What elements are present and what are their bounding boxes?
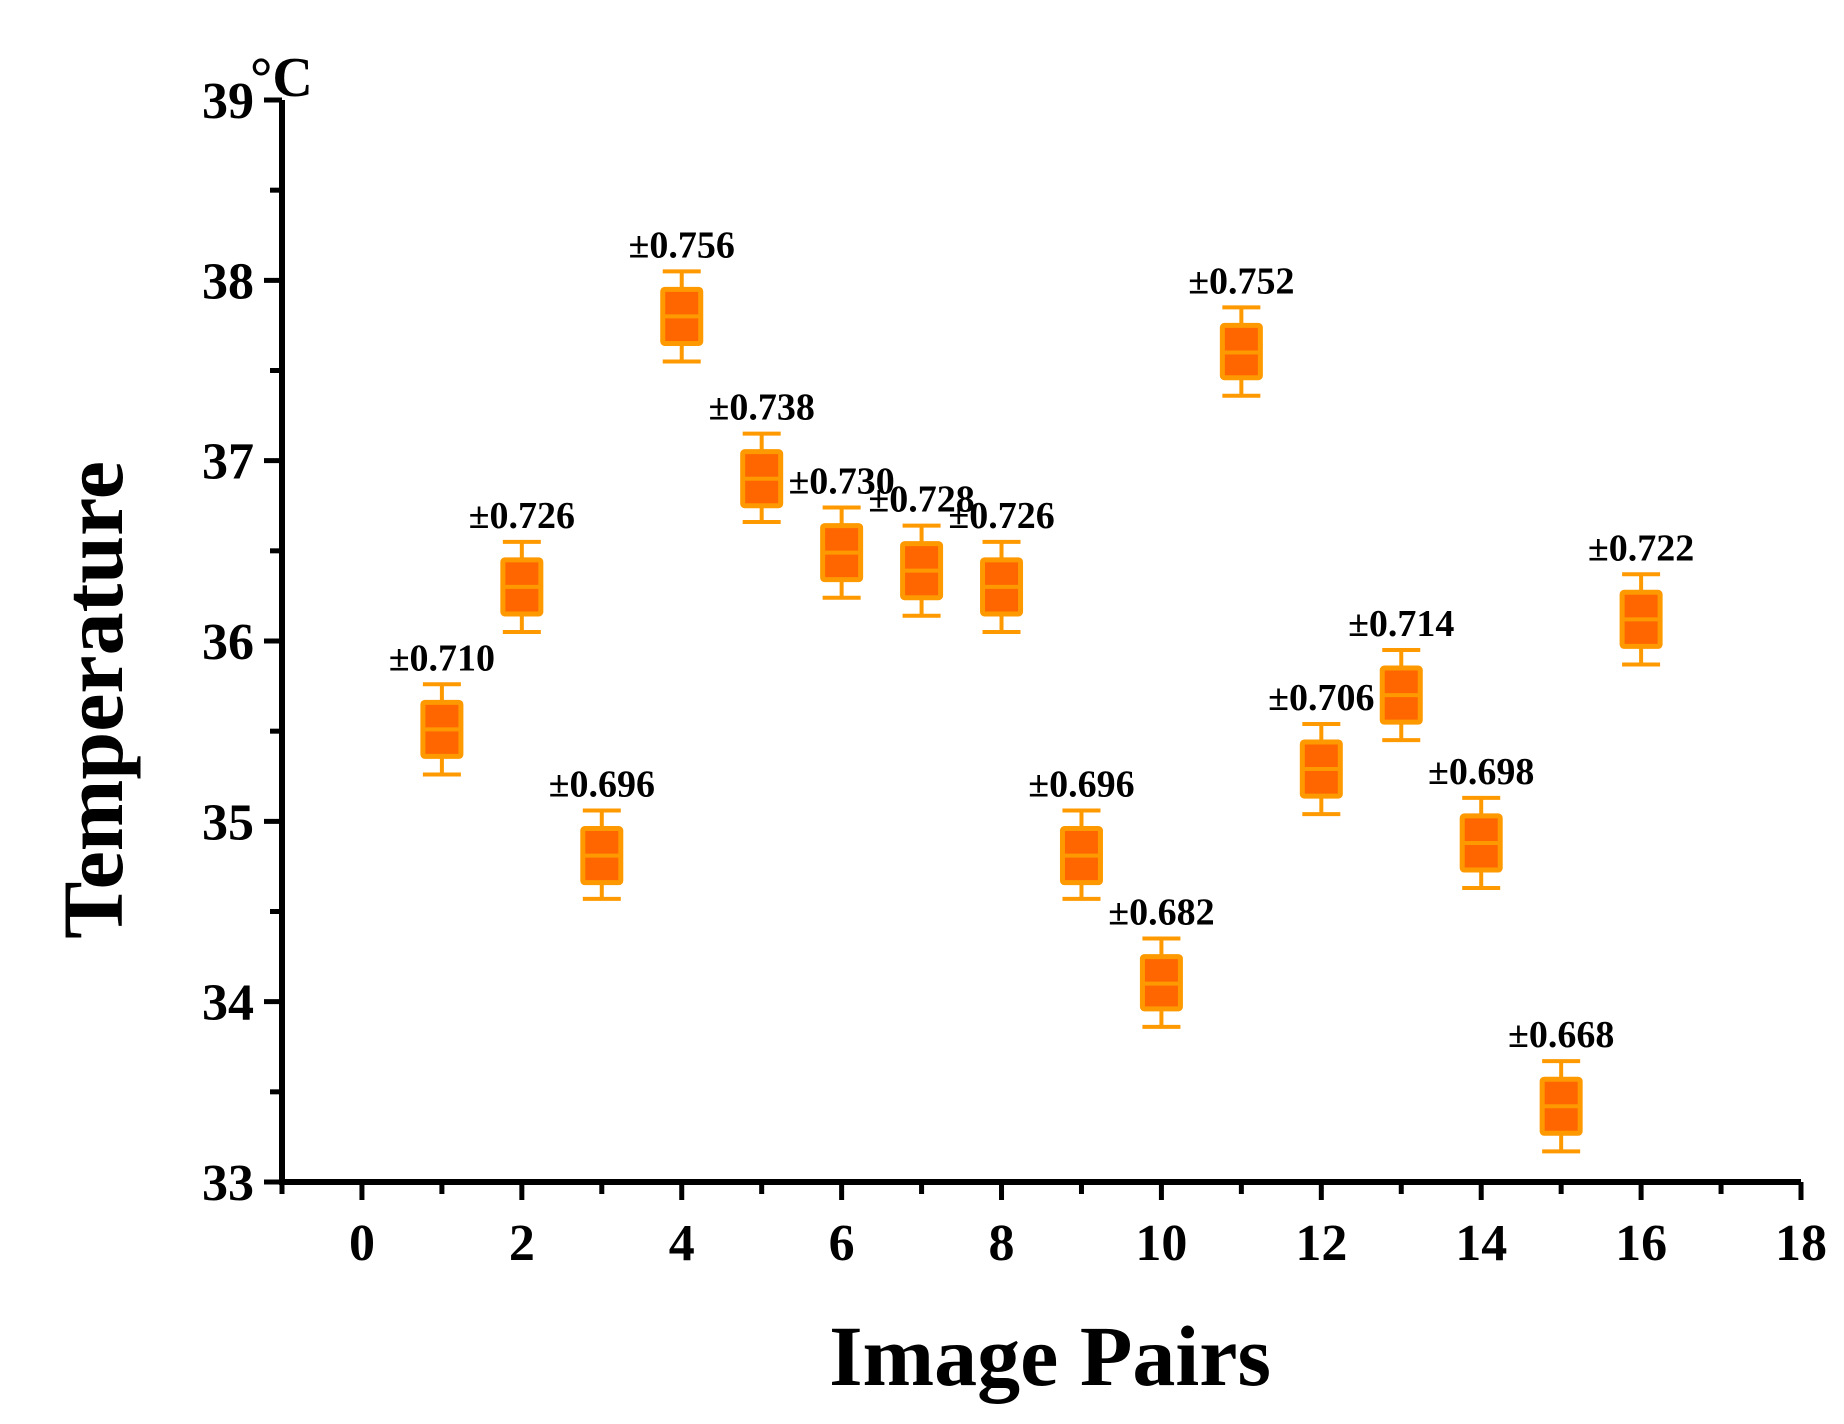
y-tick-label: 36 xyxy=(202,614,254,671)
axes: 0 2 4 6 8 10 12 14 16 18 33 34 35 36 37 38 39 xyxy=(202,73,1827,1272)
x-tick-label: 16 xyxy=(1615,1215,1667,1272)
x-tick-label: 14 xyxy=(1455,1215,1507,1272)
x-tick-label: 6 xyxy=(829,1215,855,1272)
box-3 xyxy=(580,808,624,901)
box-12 xyxy=(1299,721,1343,817)
data-label-8: ±0.726 xyxy=(948,495,1054,537)
y-tick-label: 33 xyxy=(202,1155,254,1212)
y-tick-label: 39 xyxy=(202,73,254,130)
box-16 xyxy=(1619,572,1663,667)
box-15 xyxy=(1539,1059,1583,1154)
x-axis-title: Image Pairs xyxy=(829,1308,1271,1404)
data-label-5: ±0.738 xyxy=(709,387,815,429)
data-label-2: ±0.726 xyxy=(469,495,575,537)
box-5 xyxy=(740,431,784,524)
data-label-13: ±0.714 xyxy=(1348,603,1454,645)
box-4 xyxy=(660,269,704,364)
x-tick-label: 12 xyxy=(1295,1215,1347,1272)
data-label-3: ±0.696 xyxy=(549,764,655,806)
x-tick-label: 18 xyxy=(1775,1215,1827,1272)
data-label-12: ±0.706 xyxy=(1268,677,1374,719)
data-label-15: ±0.668 xyxy=(1508,1014,1614,1056)
x-tick-label: 2 xyxy=(509,1215,535,1272)
box-1 xyxy=(420,682,464,777)
y-tick-label: 37 xyxy=(202,434,254,491)
data-label-1: ±0.710 xyxy=(389,637,495,679)
box-14 xyxy=(1459,795,1503,891)
box-7 xyxy=(900,523,944,618)
data-label-16: ±0.722 xyxy=(1588,527,1694,569)
y-tick-label: 35 xyxy=(202,794,254,851)
box-6 xyxy=(820,505,864,600)
data-label-4: ±0.756 xyxy=(629,224,735,266)
data-label-11: ±0.752 xyxy=(1188,260,1294,302)
data-label-10: ±0.682 xyxy=(1108,892,1214,934)
y-axis-title: Temperature xyxy=(45,461,141,939)
unit-label: °C xyxy=(250,47,313,109)
x-tick-label: 4 xyxy=(669,1215,695,1272)
x-tick-label: 10 xyxy=(1135,1215,1187,1272)
data-label-9: ±0.696 xyxy=(1028,764,1134,806)
box-9 xyxy=(1059,808,1103,901)
box-13 xyxy=(1379,648,1423,743)
data-label-14: ±0.698 xyxy=(1428,751,1534,793)
box-2 xyxy=(500,539,544,634)
data-label-6: ±0.730 xyxy=(788,461,894,503)
x-tick-label: 8 xyxy=(989,1215,1015,1272)
data-label-7: ±0.728 xyxy=(868,479,974,521)
box-10 xyxy=(1139,936,1183,1029)
box-8 xyxy=(980,539,1024,634)
y-tick-label: 34 xyxy=(202,975,254,1032)
data-labels: ±0.710±0.726±0.696±0.756±0.738±0.730±0.7… xyxy=(389,224,1695,1056)
x-tick-label: 0 xyxy=(349,1215,375,1272)
box-11 xyxy=(1219,305,1263,398)
boxes xyxy=(420,269,1663,1154)
y-tick-label: 38 xyxy=(202,253,254,310)
